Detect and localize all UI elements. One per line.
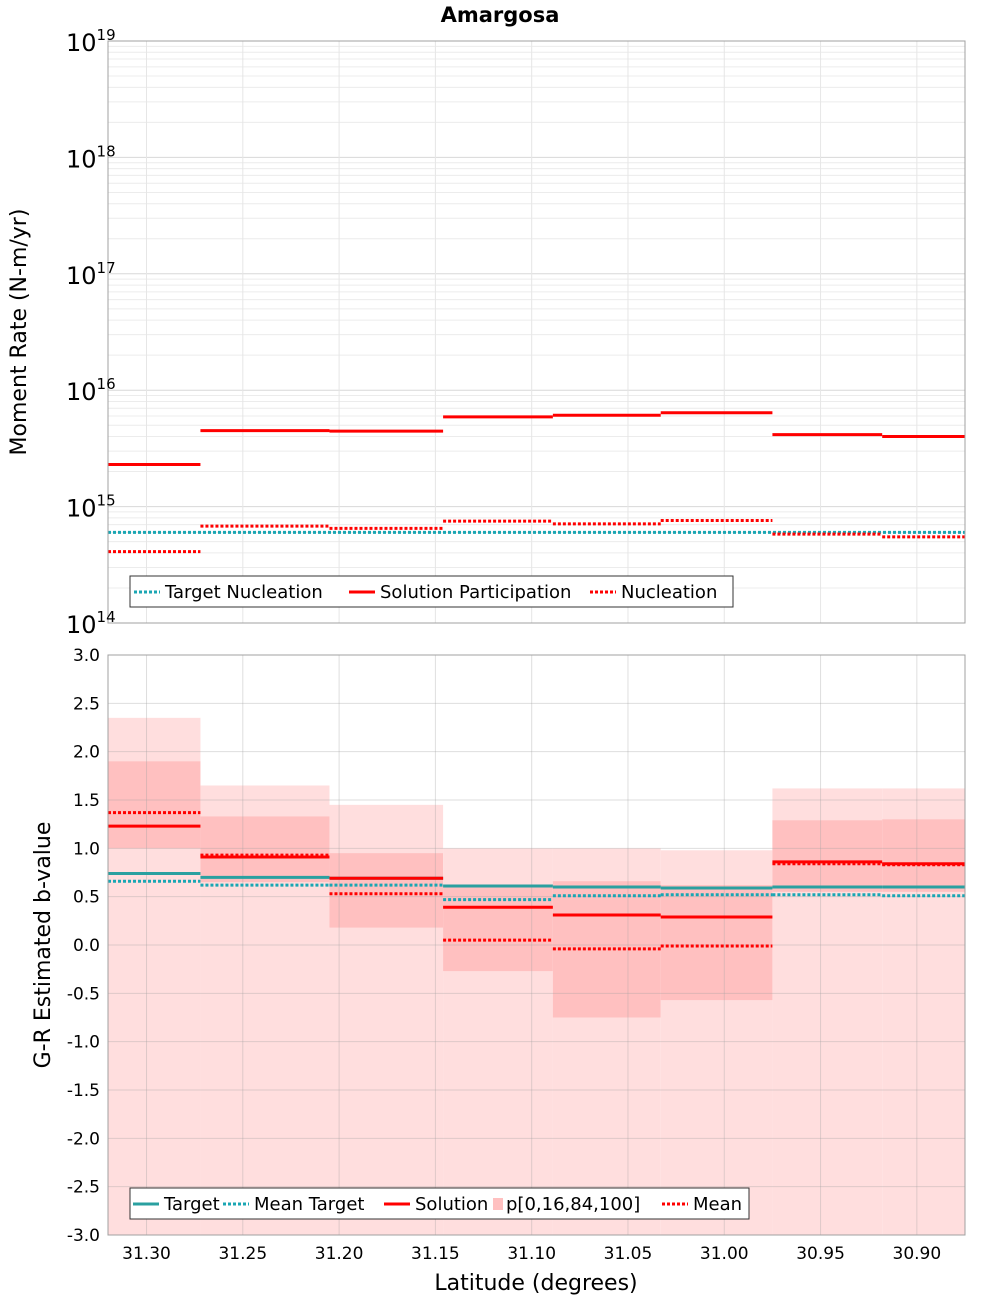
tick-exponent: 19 bbox=[97, 26, 116, 44]
band-p16-p84 bbox=[443, 885, 553, 972]
top-plot-area bbox=[108, 41, 965, 623]
tick-exponent: 18 bbox=[97, 142, 116, 160]
bottom-y-tick-label: 2.0 bbox=[73, 743, 100, 763]
band-p16-p84 bbox=[660, 885, 773, 1001]
bottom-y-axis-label: G-R Estimated b-value bbox=[31, 822, 56, 1069]
x-tick-label: 31.25 bbox=[218, 1244, 267, 1264]
tick-exponent: 17 bbox=[97, 259, 116, 277]
top-legend-label: Solution Participation bbox=[380, 582, 571, 603]
bottom-legend-label: Mean bbox=[693, 1194, 742, 1215]
top-y-tick-label: 1019 bbox=[66, 26, 116, 57]
band-p16-p84 bbox=[200, 816, 330, 883]
x-tick-label: 30.95 bbox=[796, 1244, 845, 1264]
tick-base: 10 bbox=[66, 145, 97, 173]
band-p16-p84 bbox=[882, 819, 965, 892]
x-axis-label: Latitude (degrees) bbox=[434, 1271, 637, 1296]
bottom-y-tick-label: 2.5 bbox=[73, 694, 100, 714]
bottom-y-tick-label: -0.5 bbox=[67, 984, 100, 1004]
top-legend-label: Target Nucleation bbox=[164, 582, 323, 603]
bottom-series bbox=[108, 811, 965, 951]
bottom-y-ticks: 3.0 2.5 2.0 1.5 1.0 0.5 0.0 -0.5 -1.0 -1.5 -2.0 -2.… bbox=[67, 646, 100, 1246]
top-y-axis-label: Moment Rate (N-m/yr) bbox=[7, 209, 32, 456]
bottom-y-tick-label: 0.5 bbox=[73, 888, 100, 908]
top-series bbox=[108, 411, 965, 554]
chart-title: Amargosa bbox=[441, 3, 560, 27]
x-ticks: 31.30 31.25 31.20 31.15 31.10 31.05 31.00 30.95… bbox=[122, 1244, 941, 1264]
bottom-y-tick-label: 0.0 bbox=[73, 936, 100, 956]
tick-base: 10 bbox=[66, 378, 97, 406]
x-tick-label: 31.10 bbox=[507, 1244, 556, 1264]
top-y-tick-label: 1016 bbox=[66, 375, 116, 406]
bottom-legend-label: Solution bbox=[415, 1194, 488, 1215]
bottom-y-tick-label: -3.0 bbox=[67, 1226, 100, 1246]
x-tick-label: 31.05 bbox=[604, 1244, 653, 1264]
tick-exponent: 14 bbox=[97, 608, 116, 626]
top-legend-label: Nucleation bbox=[621, 582, 717, 603]
x-tick-label: 31.20 bbox=[315, 1244, 364, 1264]
top-plot-frame bbox=[107, 40, 966, 624]
bottom-y-tick-label: -2.0 bbox=[67, 1129, 100, 1149]
tick-base: 10 bbox=[66, 611, 97, 639]
bottom-y-tick-label: -1.0 bbox=[67, 1033, 100, 1053]
bottom-legend-label: Mean Target bbox=[254, 1194, 364, 1215]
bottom-y-tick-label: -2.5 bbox=[67, 1178, 100, 1198]
b-value-plot: 3.0 2.5 2.0 1.5 1.0 0.5 0.0 -0.5 -1.0 -1.5 -2.0 -2.… bbox=[31, 646, 966, 1296]
bottom-legend: Target Mean Target Solution p[0,16,84,100] M… bbox=[129, 1187, 750, 1220]
x-tick-label: 30.90 bbox=[893, 1244, 942, 1264]
top-y-tick-label: 1018 bbox=[66, 142, 116, 173]
bottom-legend-label: p[0,16,84,100] bbox=[506, 1194, 640, 1215]
band-p16-p84 bbox=[108, 761, 201, 849]
band-p16-p84 bbox=[329, 853, 444, 928]
tick-base: 10 bbox=[66, 262, 97, 290]
top-y-tick-label: 1015 bbox=[66, 492, 116, 523]
top-legend: Target Nucleation Solution Participation N… bbox=[129, 575, 734, 608]
tick-exponent: 16 bbox=[97, 375, 116, 393]
x-tick-label: 31.30 bbox=[122, 1244, 171, 1264]
bottom-plot-frame bbox=[107, 654, 966, 1236]
tick-base: 10 bbox=[66, 29, 97, 57]
top-y-tick-label: 1014 bbox=[66, 608, 116, 639]
top-y-tick-label: 1017 bbox=[66, 259, 116, 290]
bottom-y-tick-label: 1.0 bbox=[73, 839, 100, 859]
bottom-y-tick-label: -1.5 bbox=[67, 1081, 100, 1101]
bottom-legend-label: Target bbox=[163, 1194, 220, 1215]
tick-base: 10 bbox=[66, 495, 97, 523]
bottom-y-tick-label: 3.0 bbox=[73, 646, 100, 666]
bottom-legend-swatch bbox=[493, 1198, 503, 1210]
x-tick-label: 31.15 bbox=[411, 1244, 460, 1264]
bottom-y-tick-label: 1.5 bbox=[73, 791, 100, 811]
top-legend-box bbox=[129, 575, 734, 608]
x-tick-label: 31.00 bbox=[700, 1244, 749, 1264]
tick-exponent: 15 bbox=[97, 492, 116, 510]
band-p16-p84 bbox=[772, 820, 883, 892]
